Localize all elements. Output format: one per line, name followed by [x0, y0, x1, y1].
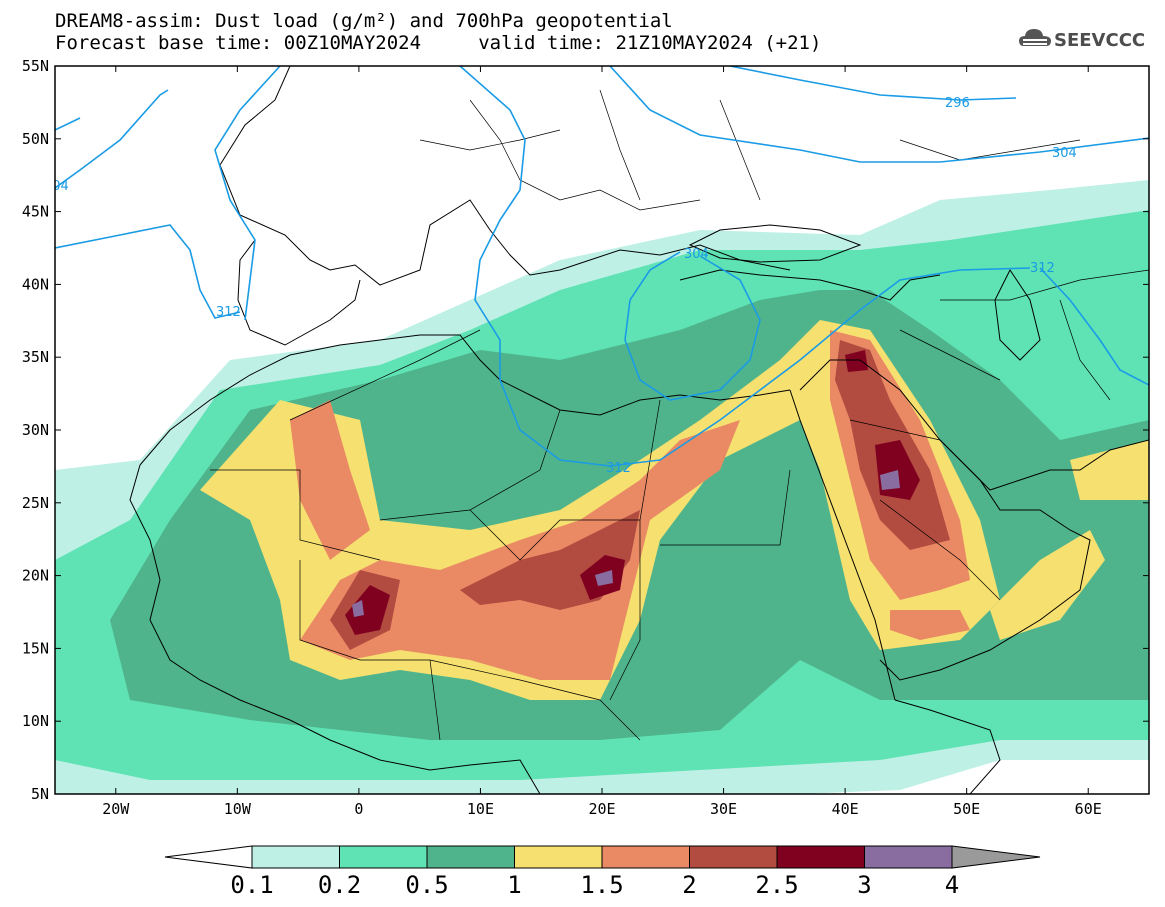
contour-304-med: [624, 251, 761, 401]
coastline-horn: [894, 699, 1001, 794]
colorbar-swatch: [601, 845, 690, 869]
colorbar-label: 2: [682, 871, 696, 899]
contour-label: 304: [44, 179, 69, 194]
dust-level-3: [595, 570, 613, 586]
contour-312-main: [214, 66, 281, 321]
coastline-iberia: [237, 239, 361, 346]
lon-label: 0: [354, 800, 363, 818]
colorbar-over: [951, 845, 1041, 869]
lat-label: 35N: [22, 348, 49, 366]
colorbar-label: 0.2: [318, 871, 361, 899]
contour-label: 312: [606, 461, 631, 476]
contour-label: 312: [216, 305, 241, 320]
contour-312-sahara: [459, 66, 1031, 467]
colorbar-swatch: [776, 845, 865, 869]
lat-label: 30N: [22, 421, 49, 439]
lat-label: 25N: [22, 494, 49, 512]
contour-312-west: [55, 224, 241, 319]
contour-296-west: [55, 117, 81, 131]
seevccc-logo: SEEVCCC: [1018, 26, 1158, 56]
lat-label: 55N: [22, 57, 49, 75]
dust-level-1: [990, 530, 1105, 640]
contour-304-north: [609, 66, 1149, 163]
colorbar-swatch: [251, 845, 340, 869]
lon-label: 20W: [102, 800, 130, 818]
logo-text: SEEVCCC: [1054, 30, 1146, 51]
colorbar-swatch: [864, 845, 953, 869]
coastline-gulf: [939, 439, 1149, 491]
dust-level-1.5: [890, 610, 970, 640]
colorbar-label: 4: [945, 871, 959, 899]
dust-level-2.5: [345, 585, 390, 635]
lon-label: 20E: [588, 800, 615, 818]
contour-label: 304: [684, 247, 709, 262]
colorbar-swatch: [514, 845, 603, 869]
colorbar-label: 1.5: [580, 871, 623, 899]
geopotential-contours: [55, 66, 1149, 467]
cloud-icon: [1019, 29, 1051, 46]
colorbar-label: 1: [507, 871, 521, 899]
colorbar-under: [164, 845, 253, 869]
map-title: DREAM8-assim: Dust load (g/m²) and 700hP…: [55, 10, 673, 32]
contour-label: 312: [1030, 261, 1055, 276]
latitude-axis: 55N 50N 45N 40N 35N 30N 25N 20N 15N 10N 5N: [22, 57, 1149, 803]
dust-level-1: [1070, 440, 1149, 500]
lat-label: 50N: [22, 130, 49, 148]
lat-label: 20N: [22, 567, 49, 585]
colorbar-label: 0.1: [230, 871, 273, 899]
longitude-axis: 20W 10W 0 10E 20E 30E 40E 50E 60E: [102, 66, 1102, 818]
colorbar-label: 3: [857, 871, 871, 899]
colorbar: 0.1 0.2 0.5 1 1.5 2 2.5 3 4: [164, 845, 1041, 899]
coastline-africa-west: [129, 464, 541, 794]
coastlines: [129, 66, 1149, 794]
colorbar-label: 2.5: [755, 871, 798, 899]
coastline-europe: [219, 66, 791, 286]
dust-level-3: [352, 600, 364, 617]
dust-level-1.5: [300, 420, 740, 680]
contour-labels: 312 304 296 304 312 312 304: [44, 96, 1077, 476]
colorbar-swatch: [426, 845, 515, 869]
dust-field: [55, 180, 1149, 794]
contour-label: 304: [1052, 146, 1077, 161]
coastline-black-sea: [688, 224, 862, 263]
lat-label: 45N: [22, 203, 49, 221]
lat-label: 15N: [22, 639, 49, 657]
lat-label: 40N: [22, 275, 49, 293]
dust-level-1.5: [290, 400, 370, 560]
contour-304-west: [55, 89, 169, 189]
lat-label: 5N: [31, 785, 49, 803]
colorbar-swatch: [689, 845, 778, 869]
dust-level-3: [880, 470, 900, 490]
colorbar-swatch: [339, 845, 428, 869]
lon-label: 10E: [467, 800, 494, 818]
coastline-africa-north: [139, 334, 791, 466]
country-borders: [210, 89, 1149, 741]
colorbar-label: 0.5: [405, 871, 448, 899]
coastline-arabia: [799, 359, 1091, 681]
lat-label: 10N: [22, 712, 49, 730]
coastline-red-sea: [789, 389, 896, 701]
map-subtitle: Forecast base time: 00Z10MAY2024 valid t…: [55, 32, 822, 54]
contour-312-east: [1039, 267, 1149, 386]
map-area: 312 304 296 304 312 312 304: [44, 66, 1149, 794]
coastline-turkey: [679, 269, 941, 301]
lon-label: 30E: [710, 800, 737, 818]
lon-label: 50E: [953, 800, 980, 818]
contour-label: 296: [945, 96, 970, 111]
lon-label: 60E: [1075, 800, 1102, 818]
lon-label: 40E: [832, 800, 859, 818]
contour-296-north: [729, 66, 1017, 101]
dust-level-2.5: [845, 350, 868, 372]
lon-label: 10W: [224, 800, 252, 818]
